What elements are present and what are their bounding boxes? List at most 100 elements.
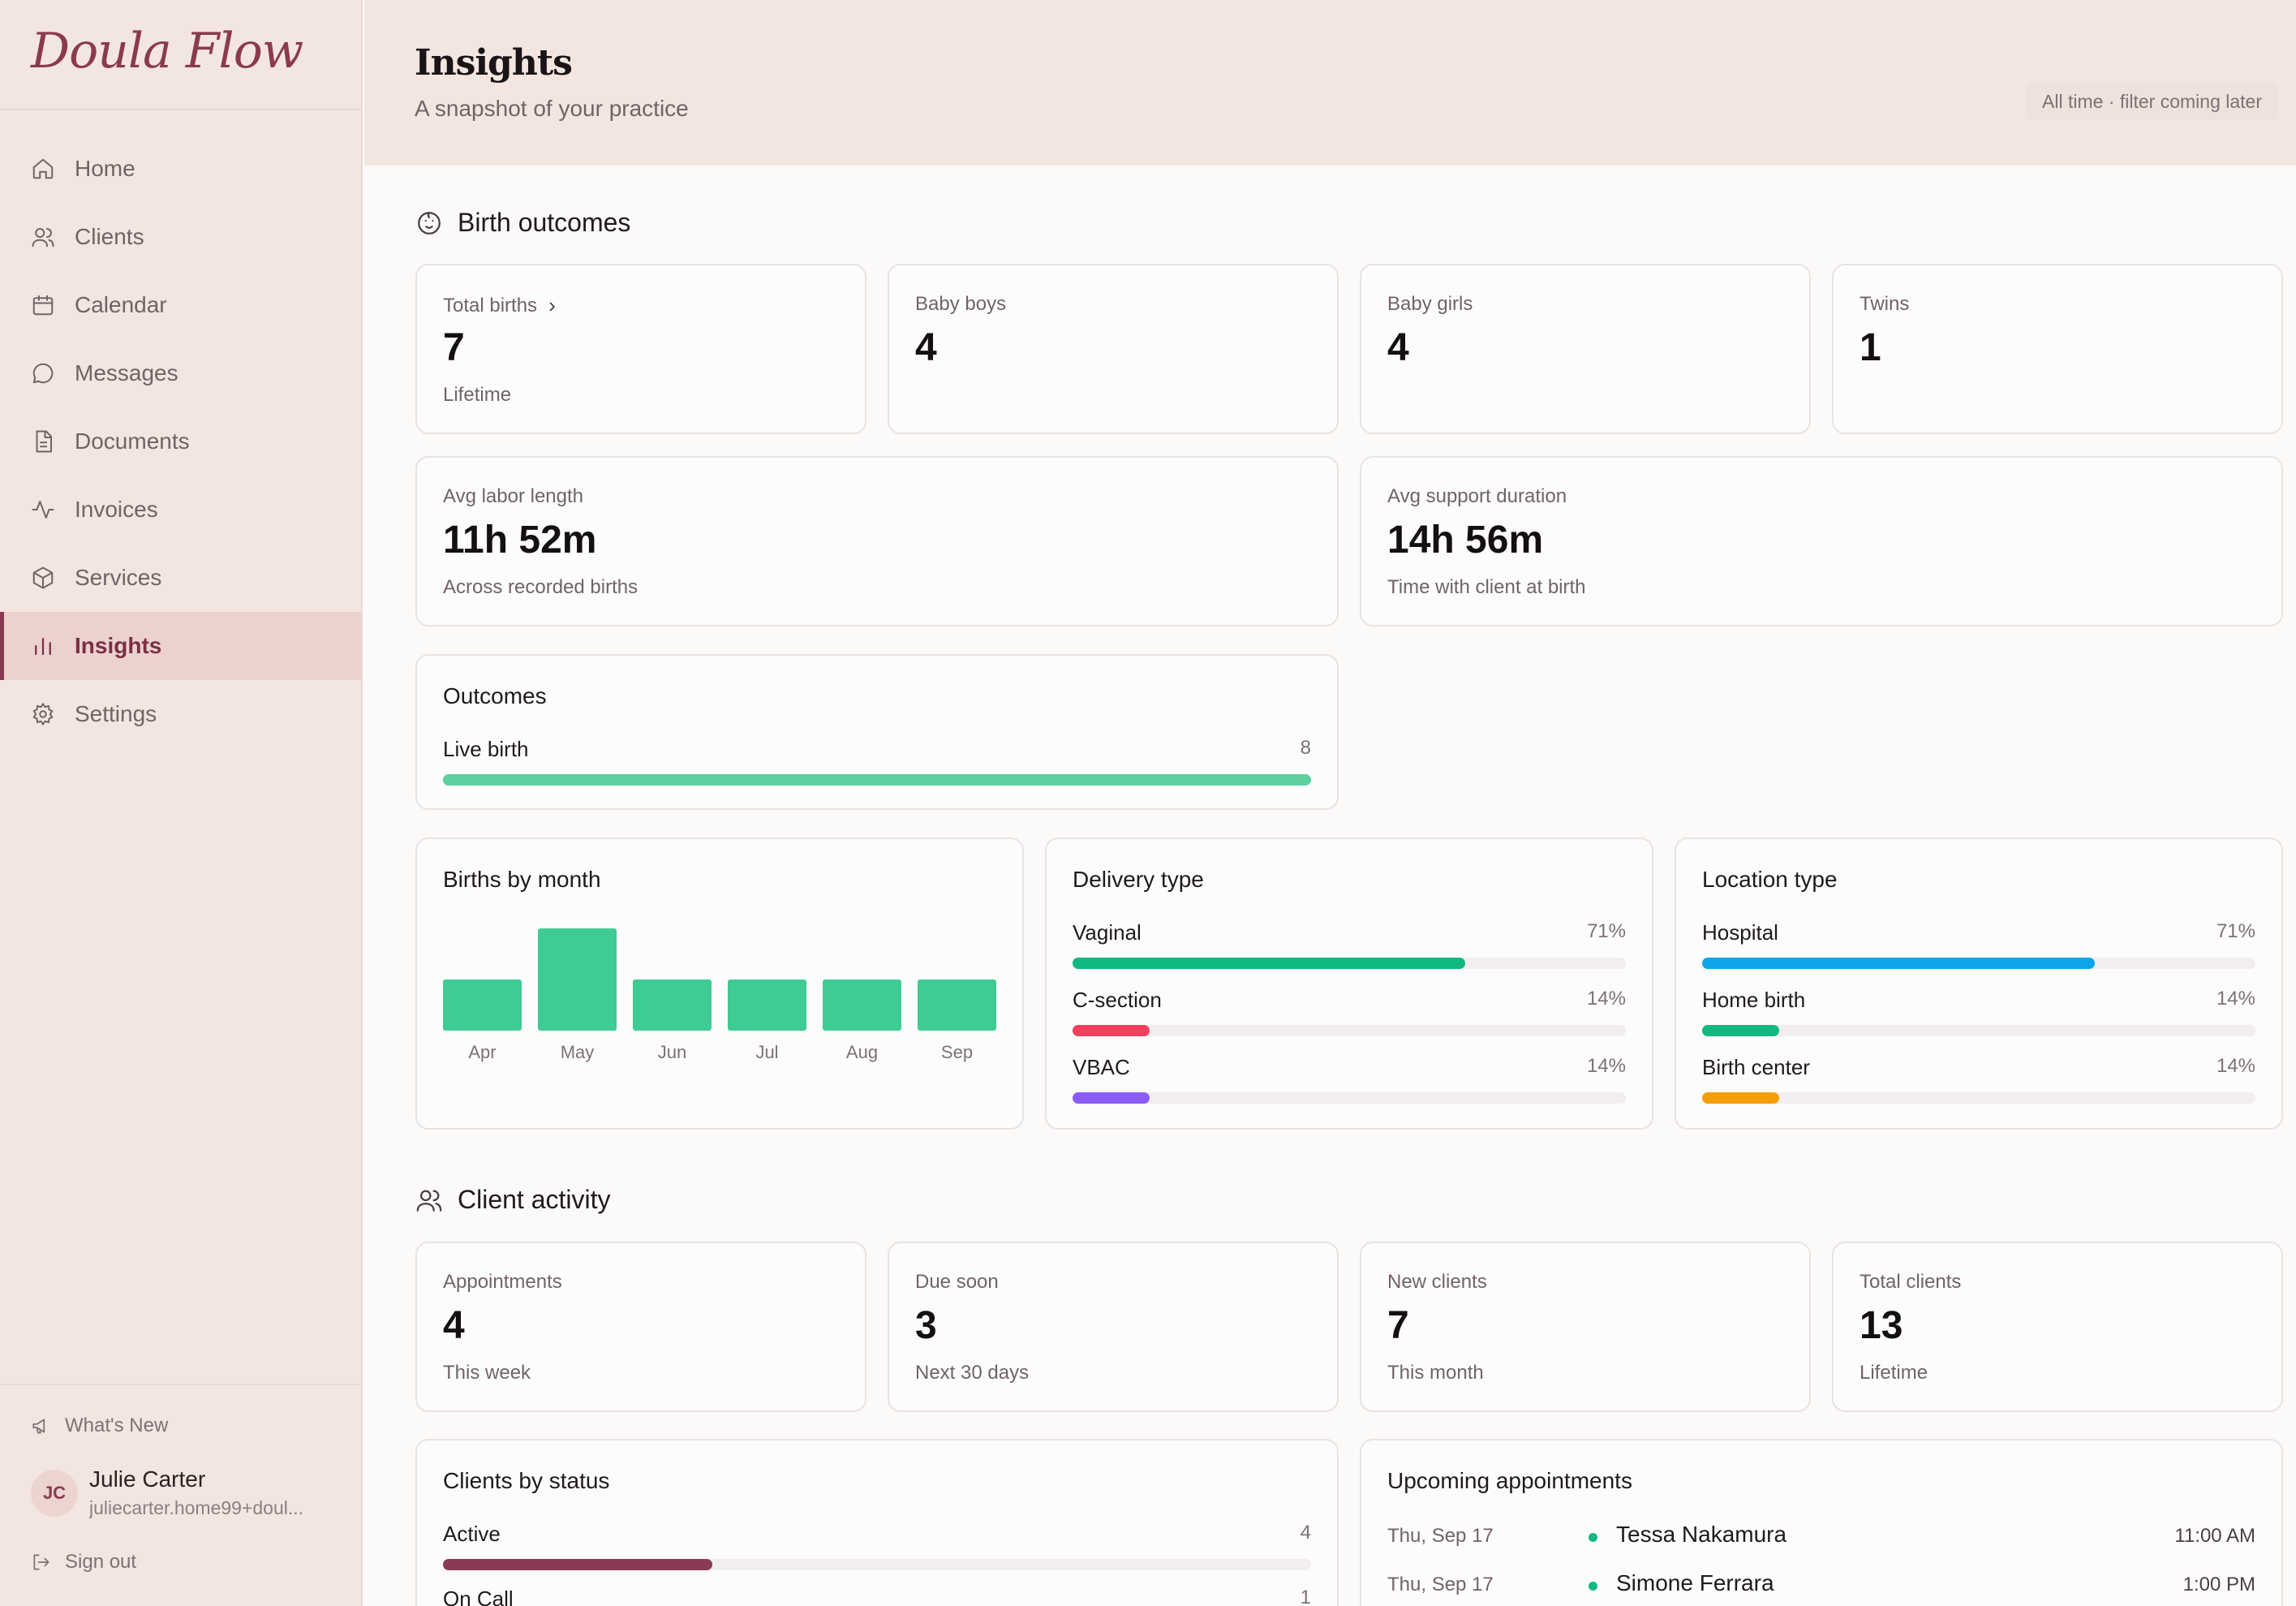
bar-fill [1073,958,1466,969]
whats-new-link[interactable]: What's New [31,1414,168,1437]
user-name: Julie Carter [89,1466,206,1492]
stat-sub: Lifetime [443,384,512,406]
bar-value: 14% [1586,988,1626,1010]
bar-fill [443,774,1311,786]
avatar[interactable]: JC [31,1470,78,1517]
bar-row-vbac: VBAC 14% [1073,1055,1626,1104]
sidebar-item-home[interactable]: Home [0,135,361,203]
document-icon [36,430,52,453]
appointment-time: 11:00 AM [2174,1525,2255,1547]
users-icon [32,228,54,248]
stat-label: Baby boys [915,293,1007,315]
births-by-month-card: Births by month Apr May Jun Jul Aug Sep [415,837,1024,1130]
stat-label: Avg support duration [1387,485,1567,507]
appointment-row[interactable]: Thu, Sep 17 Simone Ferrara 1:00 PM [1387,1570,2255,1603]
bar-label: Hospital [1702,920,1778,945]
chart-tick-label: Apr [468,1042,496,1062]
sidebar-item-messages[interactable]: Messages [0,339,361,407]
sidebar-item-label: Documents [75,428,190,454]
bar-track [1702,1092,2255,1104]
sign-out-button[interactable]: Sign out [31,1551,136,1574]
section-title-client-activity: Client activity [415,1185,611,1215]
bar-fill [1702,958,2096,969]
time-filter-pill[interactable]: All time · filter coming later [2026,83,2278,120]
bar-fill [1073,1092,1150,1104]
brand-logo[interactable]: Doula Flow [0,0,361,110]
bar-label: VBAC [1073,1055,1130,1079]
stat-sub: This week [443,1362,531,1384]
sidebar-item-settings[interactable]: Settings [0,680,361,748]
bar-row-home-birth: Home birth 14% [1702,988,2255,1036]
bar-track [443,774,1311,786]
bar-value: 4 [1300,1522,1311,1544]
chart-bar-may [538,928,617,1031]
bar-value: 71% [1586,920,1626,942]
stat-sub: Time with client at birth [1387,576,1586,598]
stat-card-twins: Twins 1 [1832,264,2283,434]
bar-track [1702,958,2255,969]
sidebar-item-invoices[interactable]: Invoices [0,476,361,544]
bar-row-hospital: Hospital 71% [1702,920,2255,969]
upcoming-appointments-card: Upcoming appointments Thu, Sep 17 Tessa … [1360,1439,2283,1606]
stat-card-new-clients: New clients 7 This month [1360,1242,1811,1412]
card-title: Location type [1702,867,1838,892]
status-dot [1589,1582,1597,1591]
card-title: Outcomes [443,683,547,708]
logo-text: Doula Flow [31,23,303,80]
sidebar-footer: What's New JC Julie Carter juliecarter.h… [0,1384,361,1606]
bar-row-on-call: On Call 1 [443,1587,1311,1606]
appointment-row[interactable]: Thu, Sep 17 Tessa Nakamura 11:00 AM [1387,1522,2255,1554]
appointment-client-name: Simone Ferrara [1616,1570,1774,1595]
sidebar-item-insights[interactable]: Insights [0,612,361,680]
bar-track [1073,958,1626,969]
sidebar-item-services[interactable]: Services [0,544,361,612]
stat-card-total-births[interactable]: Total births › 7 Lifetime [415,264,866,434]
stat-label-text: Total births [443,294,538,316]
appointment-date: Thu, Sep 17 [1387,1525,1494,1547]
bar-fill [443,1559,712,1570]
bar-row-live-birth: Live birth 8 [443,737,1311,786]
bar-label: Vaginal [1073,920,1142,945]
stat-value: 7 [443,326,465,369]
bar-label: Home birth [1702,988,1806,1012]
stat-label: Total clients [1860,1271,1962,1293]
sidebar-item-calendar[interactable]: Calendar [0,271,361,339]
chart-bar-sep [918,980,996,1031]
chart-bar-jun [633,980,712,1031]
location-type-card: Location type Hospital 71% Home birth 14… [1675,837,2283,1130]
stat-sub: Lifetime [1860,1362,1928,1384]
bar-fill [1073,1025,1150,1036]
chart-tick-label: Aug [846,1042,878,1062]
stat-label: Total births › [443,293,556,318]
stat-card-total-clients: Total clients 13 Lifetime [1832,1242,2283,1412]
sidebar-item-label: Insights [75,633,162,658]
bar-row-vaginal: Vaginal 71% [1073,920,1626,969]
sidebar-item-clients[interactable]: Clients [0,203,361,271]
bar-row-active: Active 4 [443,1522,1311,1570]
stat-label: Baby girls [1387,293,1473,315]
sidebar-item-documents[interactable]: Documents [0,407,361,476]
stat-card-appointments: Appointments 4 This week [415,1242,866,1412]
gear-icon [32,702,54,726]
bar-track [443,1559,1311,1570]
sign-out-icon [33,1554,49,1570]
page-header: Insights A snapshot of your practice All… [364,0,2296,166]
stat-sub: Next 30 days [915,1362,1030,1384]
stat-value: 11h 52m [443,519,597,562]
stat-label: New clients [1387,1271,1487,1293]
appointment-date: Thu, Sep 17 [1387,1574,1494,1595]
bar-fill [1702,1025,1780,1036]
sidebar-nav: Home Clients Calendar Messages Documents… [0,110,361,748]
sidebar-item-label: Services [75,565,162,590]
chart-bar-apr [443,980,522,1031]
baby-icon [418,211,441,235]
bar-value: 8 [1300,737,1311,759]
bar-value: 14% [1586,1055,1626,1077]
stat-value: 13 [1860,1304,1903,1347]
section-title-text: Client activity [458,1185,611,1214]
bar-label: Live birth [443,737,529,761]
chart-tick-label: Sep [941,1042,973,1062]
chevron-right-icon: › [548,293,556,317]
page-title: Insights [415,42,573,84]
appointment-time: 1:00 PM [2182,1574,2255,1595]
